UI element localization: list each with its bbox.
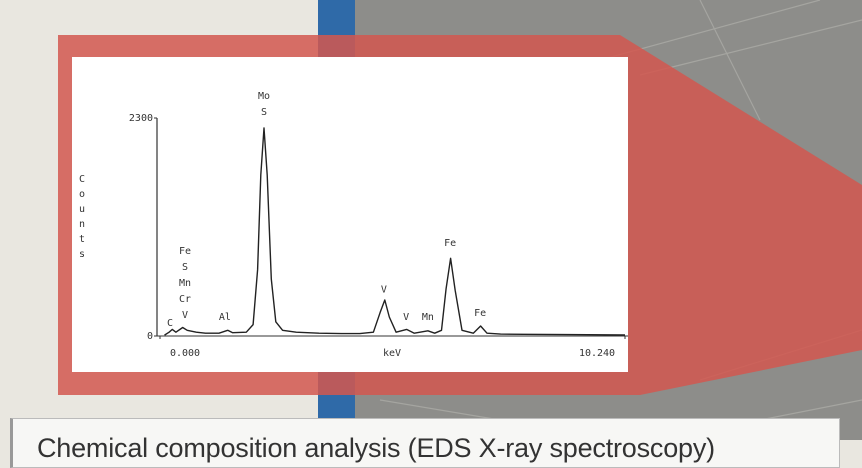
x-axis-label: keV	[383, 348, 401, 359]
peak-label: Mn	[179, 278, 191, 289]
peak-label: Fe	[444, 238, 456, 249]
peak-label: Fe	[179, 246, 191, 257]
peak-label: Cr	[179, 294, 191, 305]
peak-label: C	[167, 318, 173, 329]
peak-label: V	[182, 310, 188, 321]
y-tick-label: 0	[147, 331, 153, 342]
peak-label: S	[182, 262, 188, 273]
x-tick-label: 10.240	[579, 348, 615, 359]
x-tick-label: 0.000	[170, 348, 200, 359]
peak-label: Mo	[258, 91, 270, 102]
chart-panel	[72, 57, 628, 372]
peak-label: Fe	[474, 308, 486, 319]
peak-label: V	[381, 284, 387, 295]
peak-label: Al	[219, 312, 231, 323]
peak-label: V	[403, 312, 409, 323]
peak-label: S	[261, 107, 267, 118]
page: {"caption": "Chemical composition analys…	[0, 0, 862, 463]
y-tick-label: 2300	[129, 113, 153, 124]
scene: keV 023000.00010.240CountsMoSFeSMnCrVCAl…	[0, 0, 862, 463]
peak-label: Mn	[422, 312, 434, 323]
caption: Chemical composition analysis (EDS X-ray…	[10, 418, 840, 468]
